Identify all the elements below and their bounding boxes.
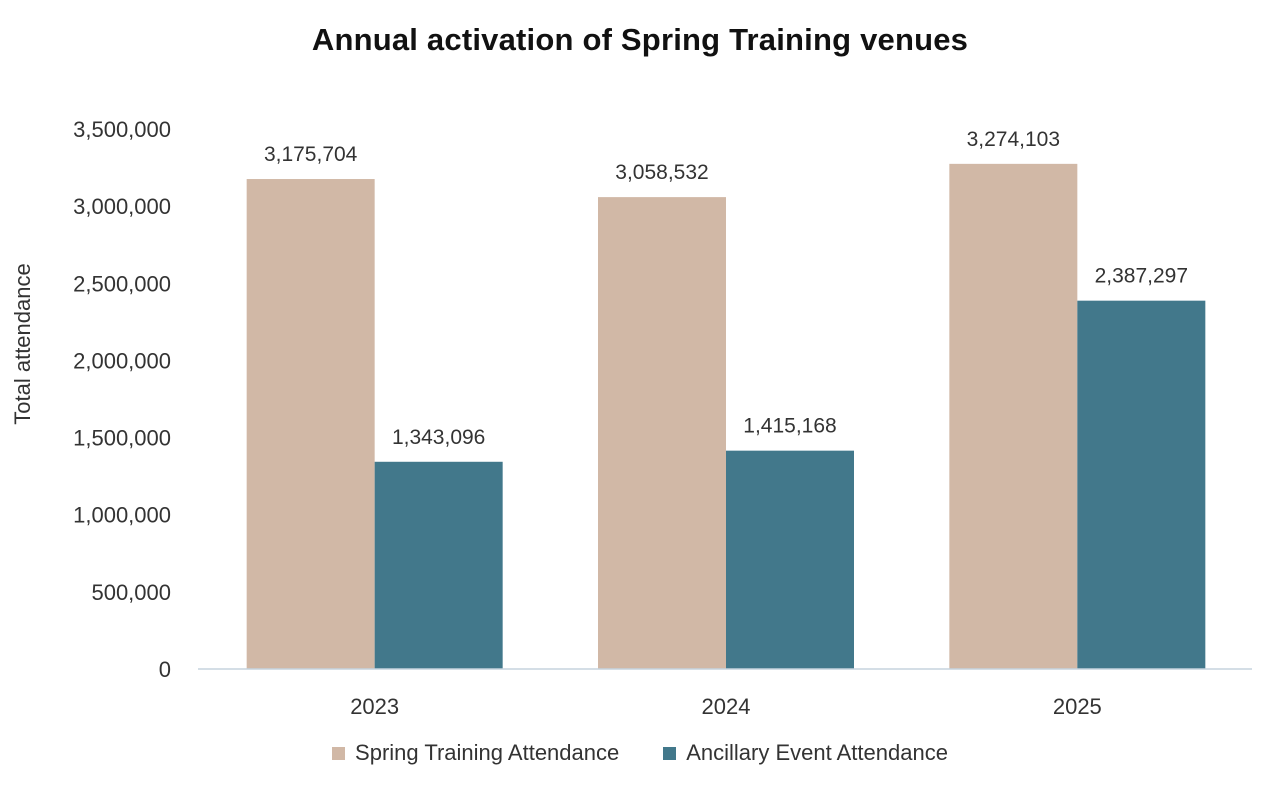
y-tick-label: 3,000,000 xyxy=(73,194,171,219)
y-tick-label: 1,500,000 xyxy=(73,426,171,451)
data-label: 3,058,532 xyxy=(615,161,708,184)
y-axis-ticks: 0 500,000 1,000,000 1,500,000 2,000,000 2,500… xyxy=(73,117,171,682)
legend: Spring Training Attendance Ancillary Even… xyxy=(0,740,1280,766)
y-tick-label: 2,500,000 xyxy=(73,271,171,296)
legend-swatch xyxy=(332,746,346,760)
bar-ancillary-event-2023 xyxy=(374,461,503,669)
y-tick-label: 1,000,000 xyxy=(73,503,171,528)
legend-label: Spring Training Attendance xyxy=(355,740,620,765)
bar-spring-training-2024 xyxy=(598,197,726,669)
legend-label: Ancillary Event Attendance xyxy=(686,740,948,765)
data-label: 2,387,297 xyxy=(1095,265,1188,288)
x-tick-label: 2024 xyxy=(702,694,751,719)
y-tick-label: 0 xyxy=(159,657,171,682)
legend-item-spring-training: Spring Training Attendance xyxy=(332,740,619,766)
y-tick-label: 500,000 xyxy=(91,580,171,605)
x-tick-label: 2023 xyxy=(350,694,399,719)
x-axis-labels: 2023 2024 2025 xyxy=(350,694,1102,719)
x-tick-label: 2025 xyxy=(1053,694,1102,719)
legend-item-ancillary-event: Ancillary Event Attendance xyxy=(663,740,948,766)
bar-spring-training-2023 xyxy=(246,179,375,669)
bar-spring-training-2025 xyxy=(949,163,1078,670)
bars xyxy=(246,163,1206,670)
data-label: 3,274,103 xyxy=(967,128,1060,151)
legend-swatch xyxy=(663,746,677,760)
y-axis-title: Total attendance xyxy=(10,263,35,424)
data-label: 1,415,168 xyxy=(743,415,836,438)
data-label: 1,343,096 xyxy=(392,426,485,449)
data-label: 3,175,704 xyxy=(264,143,358,166)
y-tick-label: 3,500,000 xyxy=(73,117,171,142)
bar-ancillary-event-2025 xyxy=(1077,300,1206,669)
data-labels: 3,175,704 1,343,096 3,058,532 1,415,168 3,27… xyxy=(264,128,1188,449)
y-tick-label: 2,000,000 xyxy=(73,348,171,373)
bar-ancillary-event-2024 xyxy=(726,450,854,669)
chart-title: Annual activation of Spring Training ven… xyxy=(311,22,969,57)
